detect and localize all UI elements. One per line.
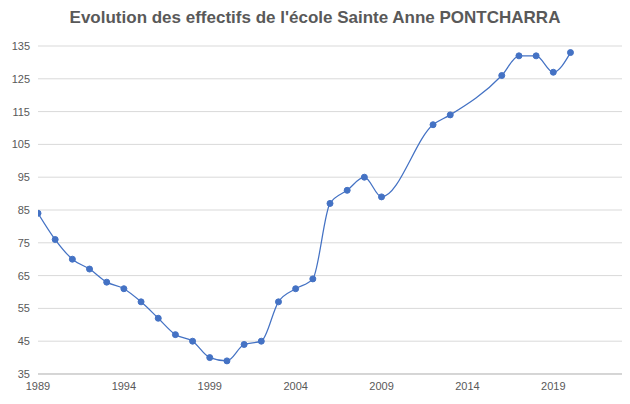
svg-text:65: 65 — [18, 270, 30, 282]
svg-text:1994: 1994 — [112, 380, 136, 392]
svg-text:115: 115 — [12, 106, 30, 118]
html-text:Evolution des effectifs de l'é: Evolution des effectifs de l'école Saint… — [69, 8, 561, 27]
svg-text:1999: 1999 — [198, 380, 222, 392]
svg-text:2009: 2009 — [369, 380, 393, 392]
svg-text:55: 55 — [18, 302, 30, 314]
svg-text:95: 95 — [18, 171, 30, 183]
svg-text:85: 85 — [18, 204, 30, 216]
svg-text:1989: 1989 — [26, 380, 50, 392]
svg-text:135: 135 — [12, 40, 30, 52]
svg-text:35: 35 — [18, 368, 30, 380]
svg-text:2004: 2004 — [283, 380, 307, 392]
svg-text:75: 75 — [18, 237, 30, 249]
svg-text:105: 105 — [12, 138, 30, 150]
svg-text:2019: 2019 — [541, 380, 565, 392]
svg-text:2014: 2014 — [455, 380, 479, 392]
svg-text:45: 45 — [18, 335, 30, 347]
svg-text:125: 125 — [12, 73, 30, 85]
